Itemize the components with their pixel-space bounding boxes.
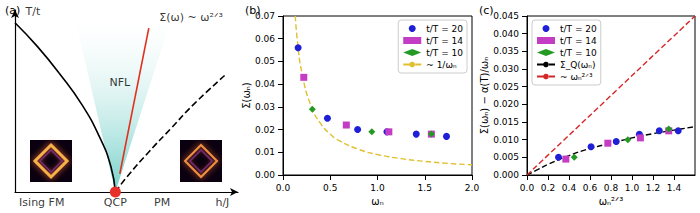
svg-text:~ 1/ωₙ: ~ 1/ωₙ <box>426 60 457 70</box>
svg-text:0.6: 0.6 <box>583 183 598 193</box>
svg-text:t/T = 14: t/T = 14 <box>560 36 597 46</box>
svg-text:NFL: NFL <box>109 76 131 89</box>
svg-text:0.2: 0.2 <box>541 183 555 193</box>
svg-text:0.06: 0.06 <box>255 34 275 44</box>
svg-text:~ ωₙ²ᐟ³: ~ ωₙ²ᐟ³ <box>560 72 593 82</box>
svg-text:0.040: 0.040 <box>493 29 519 39</box>
svg-text:0.05: 0.05 <box>255 56 275 66</box>
svg-text:0.000: 0.000 <box>493 170 519 180</box>
svg-text:0.010: 0.010 <box>493 135 519 145</box>
svg-text:(c): (c) <box>479 4 494 17</box>
svg-text:t/T = 14: t/T = 14 <box>426 36 463 46</box>
svg-text:1.2: 1.2 <box>646 183 660 193</box>
svg-text:0.8: 0.8 <box>604 183 619 193</box>
svg-text:Σ(ωₙ): Σ(ωₙ) <box>241 82 252 109</box>
svg-text:0.030: 0.030 <box>493 64 519 74</box>
svg-text:0.00: 0.00 <box>255 170 275 180</box>
svg-text:ωₙ: ωₙ <box>371 196 383 207</box>
svg-text:ωₙ²ᐟ³: ωₙ²ᐟ³ <box>599 196 624 207</box>
svg-text:0.005: 0.005 <box>493 152 519 162</box>
svg-text:1.5: 1.5 <box>418 183 432 193</box>
svg-text:Σ(ωₙ) − α(T)/ωₙ: Σ(ωₙ) − α(T)/ωₙ <box>479 57 490 134</box>
svg-text:1.0: 1.0 <box>370 183 385 193</box>
svg-text:h/J: h/J <box>215 196 229 209</box>
svg-text:0.020: 0.020 <box>493 99 519 109</box>
svg-text:2.0: 2.0 <box>465 183 480 193</box>
svg-text:0.025: 0.025 <box>493 82 519 92</box>
svg-text:t/T = 10: t/T = 10 <box>426 48 463 58</box>
svg-text:Σ(ω) ~ ω²ᐟ³: Σ(ω) ~ ω²ᐟ³ <box>159 11 223 24</box>
svg-text:Ising FM: Ising FM <box>19 196 64 209</box>
svg-text:1.0: 1.0 <box>625 183 640 193</box>
svg-text:0.0: 0.0 <box>520 183 535 193</box>
svg-text:0.04: 0.04 <box>255 79 275 89</box>
svg-text:t/T = 20: t/T = 20 <box>426 24 463 34</box>
svg-text:Σ_Q(ωₙ): Σ_Q(ωₙ) <box>560 60 595 70</box>
svg-text:0.07: 0.07 <box>255 11 275 21</box>
svg-text:(a): (a) <box>5 4 20 17</box>
svg-text:1.4: 1.4 <box>667 183 682 193</box>
svg-text:0.015: 0.015 <box>493 117 519 127</box>
svg-text:0.045: 0.045 <box>493 11 519 21</box>
svg-text:PM: PM <box>154 196 170 209</box>
svg-text:0.03: 0.03 <box>255 102 275 112</box>
svg-text:t/T = 10: t/T = 10 <box>560 48 597 58</box>
svg-text:0.5: 0.5 <box>323 183 337 193</box>
svg-text:T/t: T/t <box>24 5 40 18</box>
svg-text:(b): (b) <box>245 4 261 17</box>
svg-text:0.02: 0.02 <box>255 125 275 135</box>
svg-text:0.01: 0.01 <box>255 147 275 157</box>
svg-text:t/T = 20: t/T = 20 <box>560 24 597 34</box>
svg-text:0.0: 0.0 <box>276 183 291 193</box>
svg-text:QCP: QCP <box>104 196 127 209</box>
svg-text:0.4: 0.4 <box>562 183 577 193</box>
svg-text:0.035: 0.035 <box>493 46 519 56</box>
